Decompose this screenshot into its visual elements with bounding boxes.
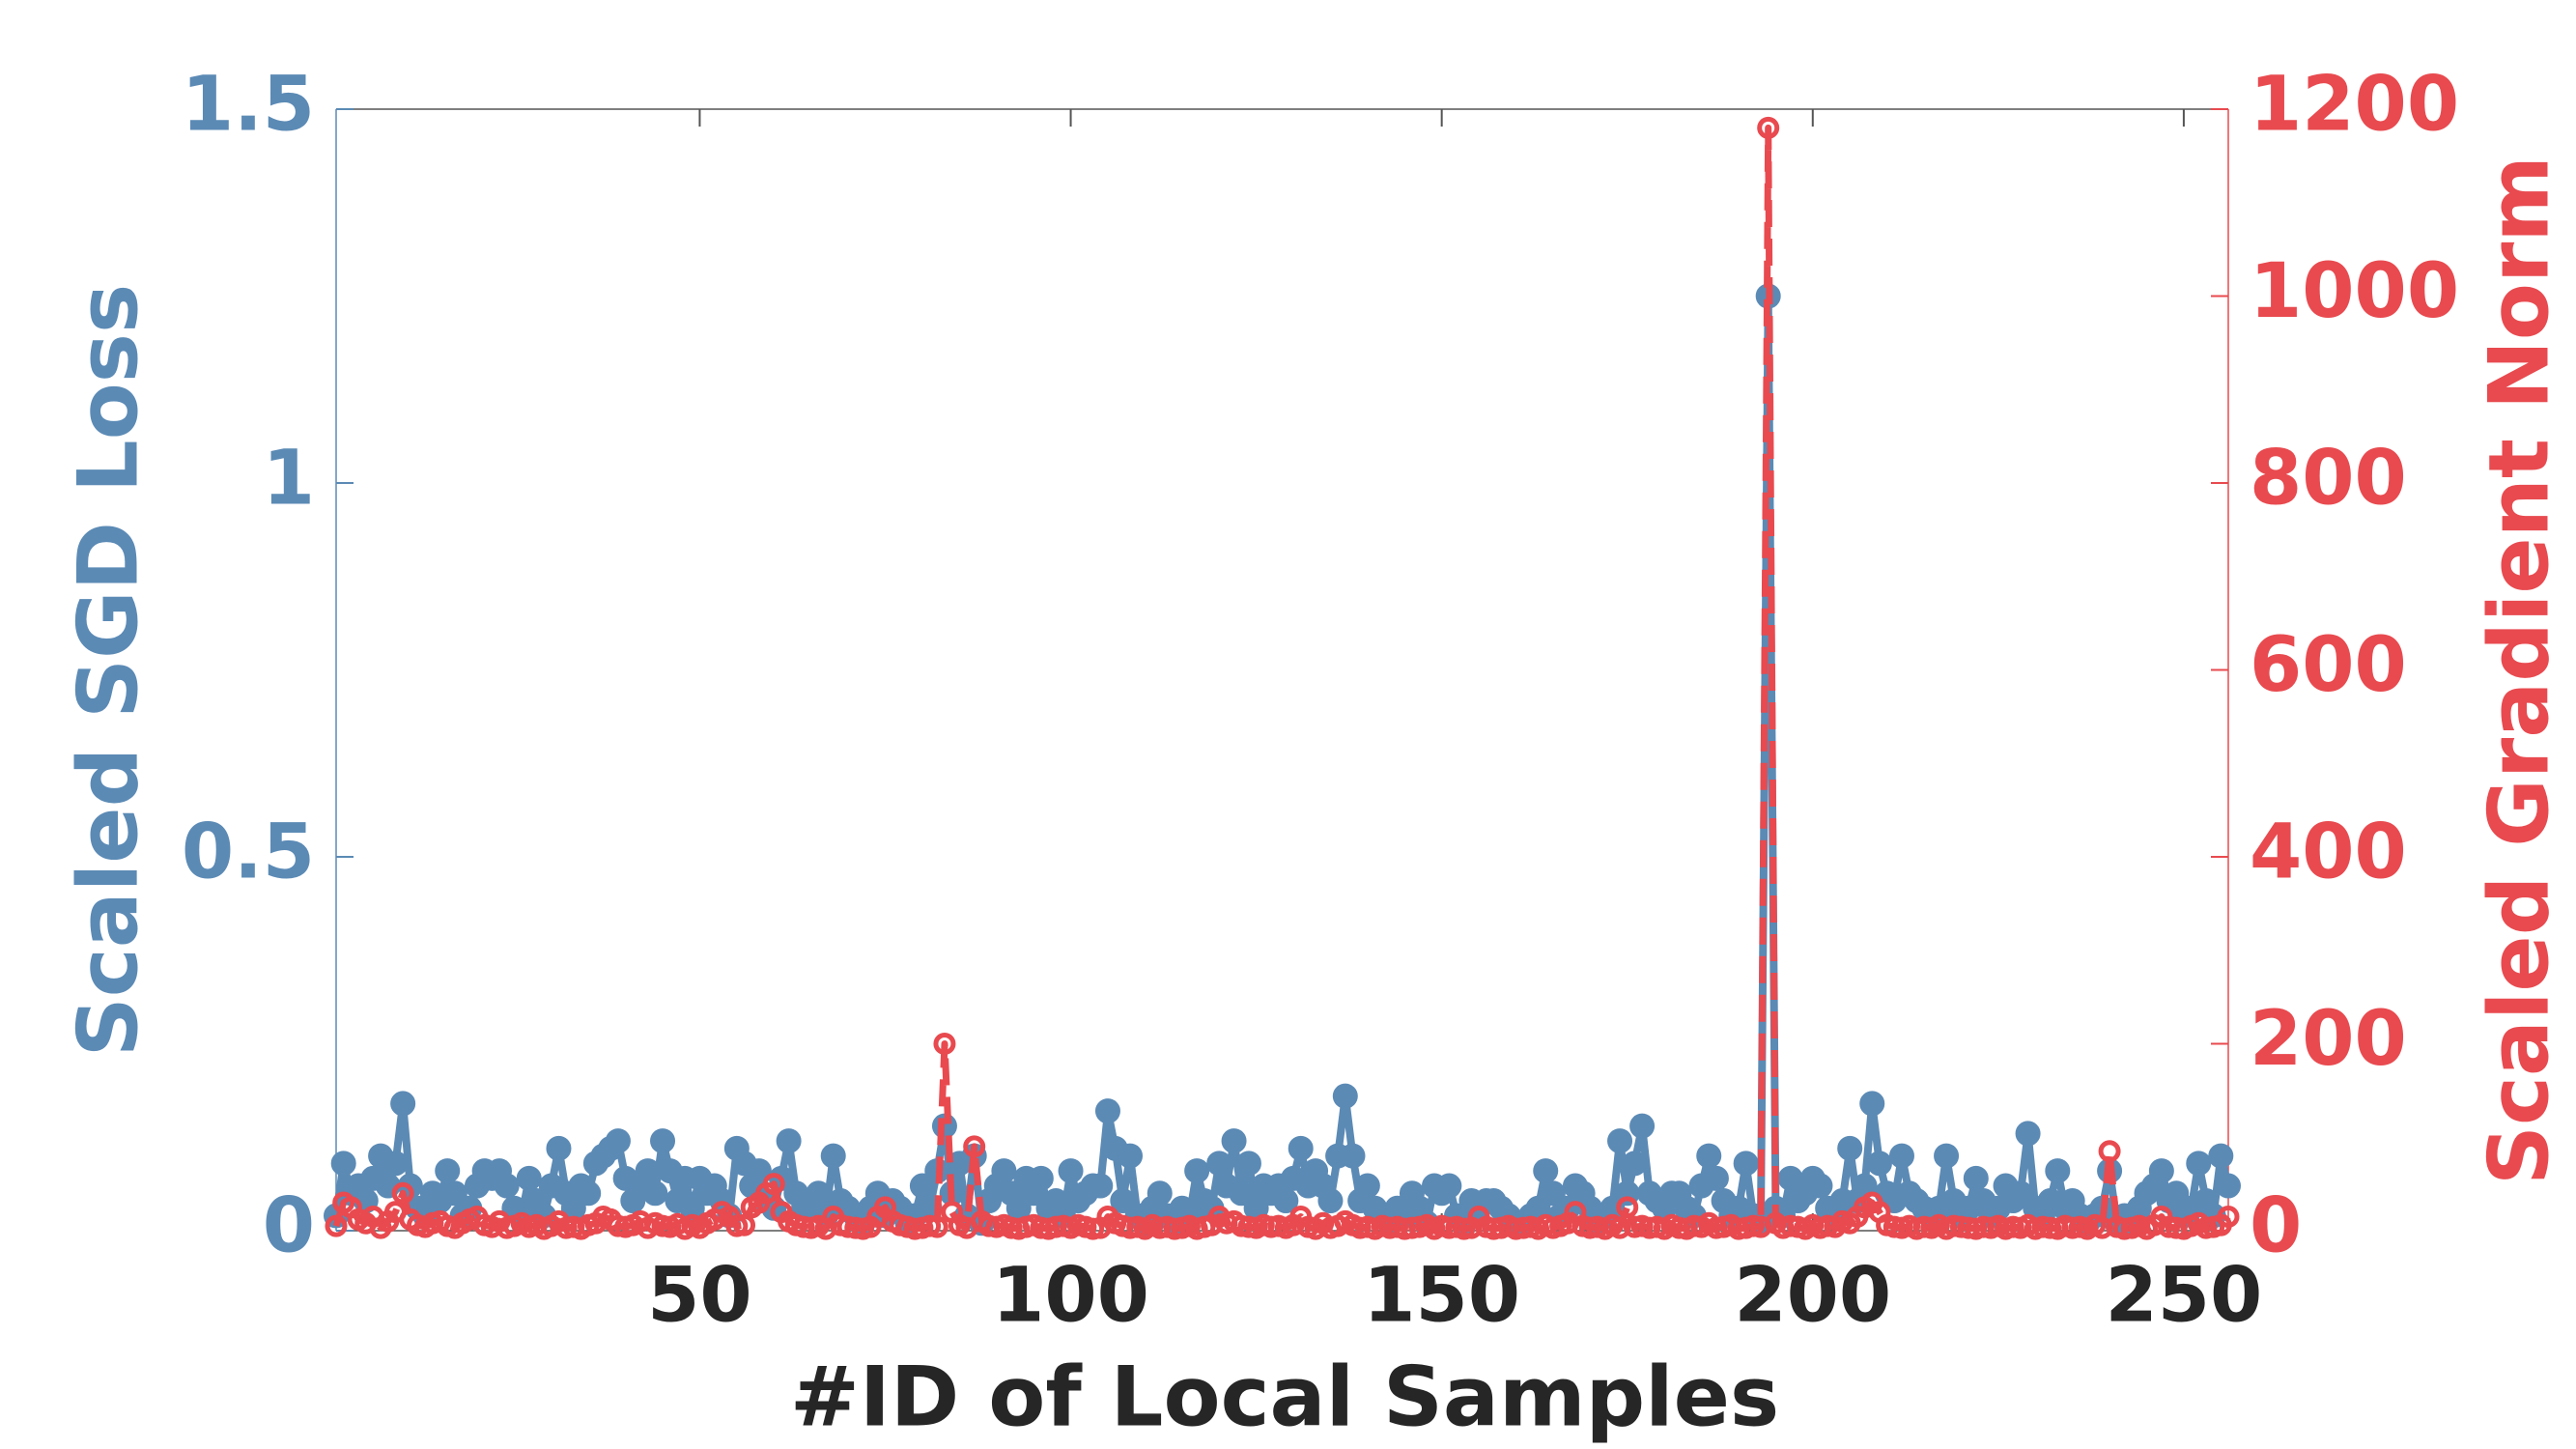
loss-marker — [382, 1151, 409, 1177]
y2-axis-title: Scaled Gradient Norm — [2471, 156, 2567, 1185]
loss-marker — [1317, 1188, 1344, 1214]
loss-marker — [2208, 1143, 2234, 1169]
loss-marker — [1963, 1165, 1989, 1191]
grad-norm-marker — [933, 1033, 956, 1055]
loss-marker — [441, 1180, 467, 1207]
loss-marker — [642, 1180, 668, 1207]
grad-norm-line — [332, 124, 2231, 1233]
loss-marker — [1028, 1165, 1054, 1191]
loss-marker — [516, 1165, 542, 1191]
loss-marker — [1629, 1113, 1656, 1139]
loss-marker — [1622, 1151, 1648, 1177]
loss-marker — [1540, 1180, 1566, 1207]
loss-marker — [2148, 1158, 2174, 1184]
loss-marker — [546, 1135, 572, 1161]
grad-norm-marker — [2098, 1140, 2121, 1163]
loss-marker — [1206, 1151, 1232, 1177]
y-tick-label: 1.5 — [182, 61, 315, 148]
loss-marker — [1110, 1188, 1136, 1214]
loss-marker — [1288, 1135, 1314, 1161]
y2-tick-label: 1000 — [2250, 248, 2459, 335]
loss-marker — [650, 1128, 676, 1154]
grad-norm-marker — [2090, 1216, 2113, 1239]
loss-marker — [2045, 1158, 2071, 1184]
loss-marker — [2216, 1173, 2241, 1199]
loss-marker — [806, 1180, 832, 1207]
loss-marker — [2186, 1151, 2212, 1177]
loss-marker — [330, 1151, 356, 1177]
y2-tick-label: 800 — [2250, 435, 2407, 522]
grad-norm-marker — [325, 1214, 348, 1237]
y2-tick-label: 600 — [2250, 622, 2407, 709]
loss-marker — [1146, 1180, 1173, 1207]
loss-marker — [1229, 1180, 1255, 1207]
loss-marker — [390, 1091, 416, 1117]
loss-marker — [1340, 1143, 1366, 1169]
loss-marker — [1088, 1173, 1114, 1199]
grad-norm-marker — [391, 1181, 414, 1205]
loss-marker — [1733, 1151, 1759, 1177]
loss-marker — [991, 1158, 1017, 1184]
x-tick-label: 150 — [1363, 1252, 1520, 1339]
y2-tick-label: 0 — [2250, 1182, 2302, 1269]
x-axis-title: #ID of Local Samples — [790, 1349, 1779, 1445]
loss-marker — [1837, 1135, 1863, 1161]
grad-norm-marker — [1757, 116, 1780, 139]
loss-marker — [1807, 1173, 1833, 1199]
grad-norm-marker — [733, 1213, 756, 1236]
loss-marker — [2015, 1121, 2041, 1147]
loss-marker — [1607, 1128, 1633, 1154]
loss-marker — [1184, 1158, 1210, 1184]
loss-marker — [1221, 1128, 1247, 1154]
loss-marker — [1273, 1188, 1299, 1214]
loss-marker — [909, 1173, 935, 1199]
grad-norm-marker — [762, 1173, 785, 1196]
x-tick-label: 50 — [647, 1252, 752, 1339]
y-axis-title: Scaled SGD Loss — [60, 284, 156, 1057]
grad-norm-marker — [1608, 1216, 1631, 1239]
loss-marker — [605, 1128, 631, 1154]
loss-marker — [435, 1158, 461, 1184]
loss-marker — [746, 1158, 772, 1184]
x-tick-label: 100 — [992, 1252, 1149, 1339]
loss-marker — [1235, 1151, 1261, 1177]
loss-marker — [1533, 1158, 1559, 1184]
loss-marker — [1354, 1173, 1380, 1199]
loss-marker — [635, 1158, 661, 1184]
loss-marker — [1934, 1143, 1960, 1169]
loss-marker — [776, 1128, 802, 1154]
loss-marker — [2007, 1180, 2033, 1207]
loss-marker — [576, 1180, 602, 1207]
grad-norm-marker — [963, 1135, 986, 1158]
loss-marker — [1888, 1143, 1914, 1169]
grad-norm-marker — [2217, 1205, 2240, 1228]
loss-marker — [820, 1143, 846, 1169]
grad-norm-marker — [925, 1215, 948, 1238]
loss-marker — [1118, 1143, 1144, 1169]
y2-tick-label: 400 — [2250, 809, 2407, 895]
loss-marker — [1696, 1143, 1722, 1169]
loss-marker — [1859, 1091, 1885, 1117]
loss-marker — [1058, 1158, 1084, 1184]
loss-marker — [1436, 1173, 1462, 1199]
loss-marker — [2164, 1180, 2190, 1207]
y-tick-label: 1 — [263, 435, 315, 522]
loss-marker — [1332, 1083, 1358, 1109]
y2-tick-label: 200 — [2250, 996, 2407, 1083]
y-tick-label: 0.5 — [182, 809, 315, 895]
grad-norm-marker — [1616, 1196, 1639, 1219]
y2-tick-label: 1200 — [2250, 61, 2459, 148]
x-tick-label: 200 — [1734, 1252, 1891, 1339]
loss-marker — [1866, 1151, 1892, 1177]
y-tick-label: 0 — [263, 1182, 315, 1269]
loss-marker — [494, 1173, 520, 1199]
loss-marker — [1703, 1165, 1729, 1191]
x-tick-label: 250 — [2105, 1252, 2262, 1339]
loss-marker — [1094, 1098, 1120, 1124]
loss-line — [332, 292, 2232, 1228]
